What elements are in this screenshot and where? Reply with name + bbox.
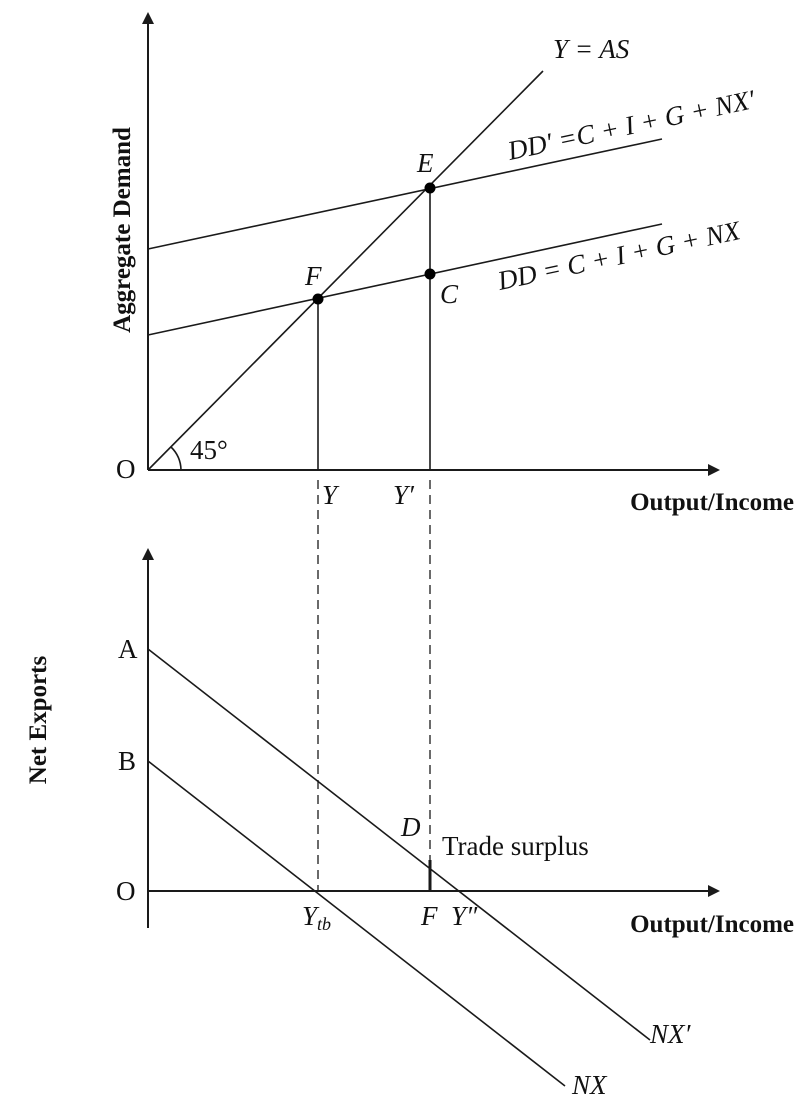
nx-prime-line bbox=[147, 648, 651, 1041]
top-y-axis-label: Aggregate Demand bbox=[109, 127, 136, 333]
nx-line bbox=[147, 760, 566, 1087]
intercept-b-label: B bbox=[118, 746, 136, 776]
dd-line bbox=[147, 223, 663, 336]
intercept-a-label: A bbox=[118, 634, 138, 664]
bottom-panel: Net Exports Output/Income O A B D Trade … bbox=[25, 548, 794, 1100]
point-c-label: C bbox=[440, 279, 459, 309]
trade-surplus-label: Trade surplus bbox=[442, 831, 589, 861]
point-e-label: E bbox=[416, 148, 434, 178]
angle-label: 45° bbox=[190, 435, 228, 465]
angle-arc bbox=[170, 446, 182, 471]
aggregate-supply-45-line bbox=[147, 70, 544, 471]
bottom-x-axis-label: Output/Income bbox=[630, 911, 794, 938]
tick-ytb-label: Ytb bbox=[302, 901, 331, 934]
top-origin-label: O bbox=[116, 454, 136, 484]
dd-prime-line-label: DD′ =C + I + G + NX′ bbox=[504, 84, 759, 166]
tick-y-double-prime-label: Y″ bbox=[451, 901, 478, 931]
bottom-y-axis-label: Net Exports bbox=[25, 656, 52, 785]
top-x-axis-label: Output/Income bbox=[630, 489, 794, 516]
point-c bbox=[424, 268, 436, 280]
dd-line-label: DD = C + I + G + NX bbox=[494, 215, 744, 296]
top-panel: Aggregate Demand Output/Income O 45° Y =… bbox=[109, 12, 794, 516]
bottom-origin-label: O bbox=[116, 876, 136, 906]
as-line-label: Y = AS bbox=[553, 34, 630, 64]
nx-prime-curve-label: NX′ bbox=[649, 1019, 692, 1049]
tick-f-label: F bbox=[420, 901, 438, 931]
tick-y-prime-label: Y′ bbox=[393, 480, 415, 510]
nx-curve-label: NX bbox=[571, 1070, 608, 1100]
dd-prime-line bbox=[147, 138, 663, 250]
tick-y-label: Y bbox=[322, 480, 340, 510]
point-f-label: F bbox=[304, 261, 322, 291]
point-f bbox=[312, 293, 324, 305]
point-d-label: D bbox=[400, 812, 421, 842]
point-e bbox=[424, 182, 436, 194]
